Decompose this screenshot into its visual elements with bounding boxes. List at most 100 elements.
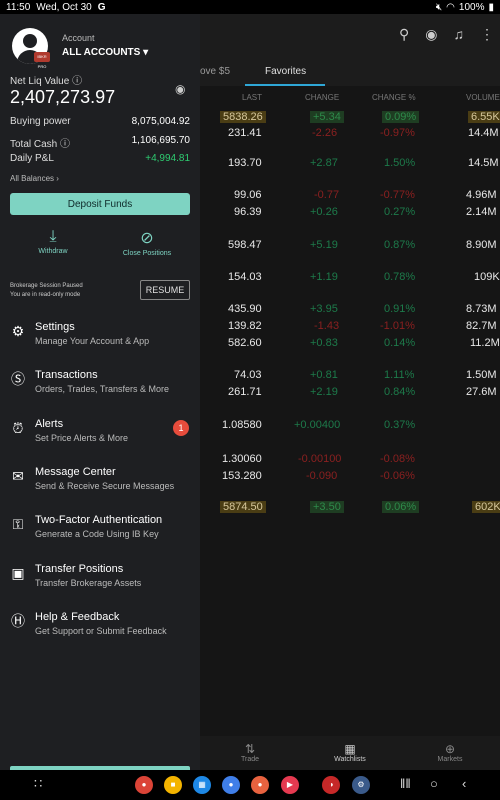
menu-item-title: Message Center xyxy=(35,466,116,478)
deposit-funds-button[interactable]: Deposit Funds xyxy=(10,193,190,215)
nav-watchlists[interactable]: ▦ Watchlists xyxy=(320,742,380,763)
close-positions-label: Close Positions xyxy=(122,250,172,257)
column-headers: LAST CHANGE CHANGE % VOLUME xyxy=(0,90,500,106)
withdraw-label: Withdraw xyxy=(38,248,68,255)
withdraw-icon: ⤓ xyxy=(49,228,57,245)
transfer-icon: ▣ xyxy=(11,565,25,581)
view-icon[interactable]: ◉ xyxy=(425,26,438,42)
menu-item-two-factor[interactable]: ⚿ Two-Factor Authentication Generate a C… xyxy=(0,510,200,550)
menu-item-subtitle: Transfer Brokerage Assets xyxy=(35,578,142,588)
session-line-1: Brokerage Session Paused xyxy=(10,283,83,289)
buying-power-row: Buying power 8,075,004.92 xyxy=(10,116,190,127)
session-line-2: You are in read-only mode xyxy=(10,292,81,298)
home-icon[interactable]: ○ xyxy=(430,776,438,791)
account-selector[interactable]: ALL ACCOUNTS ▾ xyxy=(62,47,149,58)
menu-item-alerts[interactable]: ⏰︎ Alerts Set Price Alerts & More 1 xyxy=(0,414,200,454)
contacts-icon[interactable]: ● xyxy=(251,776,269,794)
eye-icon[interactable]: ◉ xyxy=(175,82,186,96)
table-row[interactable]: 598.47 +5.19 0.87% 8.90M xyxy=(228,239,497,251)
search-icon[interactable]: ⚲ xyxy=(399,26,410,42)
all-balances-link[interactable]: All Balances › xyxy=(10,174,59,183)
menu-item-help-feedback[interactable]: Ⓗ Help & Feedback Get Support or Submit … xyxy=(0,607,200,647)
back-icon[interactable]: ‹ xyxy=(462,776,467,791)
menu-item-subtitle: Set Price Alerts & More xyxy=(35,433,129,443)
status-bar: 11:50 Wed, Oct 30 G 🔇︎ ◠ 100% ▮ xyxy=(0,0,500,14)
drawer-bottom-button[interactable] xyxy=(10,766,190,770)
nav-markets[interactable]: ⊕ Markets xyxy=(420,742,480,763)
account-label: Account xyxy=(62,33,95,43)
table-row[interactable]: 1.08580 +0.00400 0.37% xyxy=(222,419,416,431)
daily-pl-label: Daily P&L xyxy=(10,153,54,164)
menu-item-subtitle: Generate a Code Using IB Key xyxy=(35,529,159,539)
menu-item-subtitle: Send & Receive Secure Messages xyxy=(35,481,175,491)
col-change[interactable]: CHANGE xyxy=(305,93,340,102)
table-row[interactable]: 261.71 +2.19 0.84% 27.6M xyxy=(228,386,497,398)
notification-icon[interactable]: ♫ xyxy=(453,26,465,42)
chrome-icon[interactable]: ● xyxy=(135,776,153,794)
menu-item-title: Two-Factor Authentication xyxy=(35,514,163,526)
close-positions-button[interactable]: ⊘ Close Positions xyxy=(112,228,182,257)
menu-item-subtitle: Get Support or Submit Feedback xyxy=(35,626,167,636)
trade-icon: ⇅ xyxy=(244,742,256,756)
ibkr-app-icon[interactable]: ◑ xyxy=(322,776,340,794)
menu-item-transactions[interactable]: Ⓢ Transactions Orders, Trades, Transfers… xyxy=(0,365,200,405)
table-row[interactable]: 154.03 +1.19 0.78% 109K xyxy=(228,271,500,283)
more-icon[interactable]: ⋮ xyxy=(480,26,494,42)
recents-icon[interactable]: ‖‖ xyxy=(400,776,411,791)
table-row[interactable]: 193.70 +2.87 1.50% 14.5M xyxy=(228,157,499,169)
buying-power-value: 8,075,004.92 xyxy=(131,116,190,127)
col-change-pct[interactable]: CHANGE % xyxy=(372,93,416,102)
daily-pl-value: +4,994.81 xyxy=(145,153,190,164)
nav-trade[interactable]: ⇅ Trade xyxy=(220,742,280,763)
calendar-icon[interactable]: ▦ xyxy=(193,776,211,794)
watchlists-icon: ▦ xyxy=(344,742,356,756)
app-drawer-icon[interactable]: ∷ xyxy=(34,776,43,791)
total-cash-label: Total Cash ⓘ xyxy=(10,139,71,150)
messages-icon[interactable]: ● xyxy=(222,776,240,794)
table-row[interactable]: 74.03 +0.81 1.11% 1.50M xyxy=(234,369,497,381)
total-cash-row: Total Cash ⓘ 1,106,695.70 xyxy=(10,135,190,150)
menu-item-subtitle: Manage Your Account & App xyxy=(35,336,150,346)
table-row[interactable]: 1.30060 -0.00100 -0.08% xyxy=(222,453,415,465)
net-liq-label: Net Liq Value ⓘ xyxy=(10,76,83,87)
table-row[interactable]: 5874.50 +3.50 0.06% 602K xyxy=(0,500,500,516)
col-volume[interactable]: VOLUME xyxy=(466,93,500,102)
navigation-drawer: IBKR PRO Account ALL ACCOUNTS ▾ Net Liq … xyxy=(0,14,200,770)
android-nav-bar: ∷ ● ■ ▦ ● ● ▶ ◑ ⚙ ‖‖ ○ ‹ xyxy=(0,770,500,800)
table-row[interactable]: 96.39 +0.26 0.27% 2.14M xyxy=(234,206,497,218)
col-last[interactable]: LAST xyxy=(242,93,263,102)
files-icon[interactable]: ■ xyxy=(164,776,182,794)
withdraw-button[interactable]: ⤓ Withdraw xyxy=(18,228,88,255)
help-icon: Ⓗ xyxy=(11,613,25,629)
resume-button[interactable]: RESUME xyxy=(140,280,190,300)
settings-app-icon[interactable]: ⚙ xyxy=(352,776,370,794)
google-icon: G xyxy=(97,1,106,13)
video-icon[interactable]: ▶ xyxy=(281,776,299,794)
menu-item-subtitle: Orders, Trades, Transfers & More xyxy=(35,384,170,394)
mute-icon: 🔇︎ xyxy=(435,1,443,13)
markets-icon: ⊕ xyxy=(444,742,456,756)
table-row[interactable]: 231.41 -2.26 -0.97% 14.4M xyxy=(228,127,499,139)
tab-indicator xyxy=(245,84,325,86)
menu-item-message-center[interactable]: ✉ Message Center Send & Receive Secure M… xyxy=(0,462,200,502)
tab-move[interactable]: ove $5 xyxy=(200,66,231,77)
daily-pl-row: Daily P&L +4,994.81 xyxy=(10,153,190,164)
table-row[interactable]: 153.280 -0.090 -0.06% xyxy=(222,470,415,482)
table-row[interactable]: 139.82 -1.43 -1.01% 82.7M xyxy=(228,320,497,332)
buying-power-label: Buying power xyxy=(10,116,71,127)
battery-level: 100% xyxy=(458,1,485,13)
menu-item-title: Alerts xyxy=(35,418,64,430)
menu-item-settings[interactable]: ⚙ Settings Manage Your Account & App xyxy=(0,317,200,357)
menu-item-transfer-positions[interactable]: ▣ Transfer Positions Transfer Brokerage … xyxy=(0,559,200,599)
table-row[interactable]: 435.90 +3.95 0.91% 8.73M xyxy=(228,303,497,315)
table-row[interactable]: 99.06 -0.77 -0.77% 4.96M xyxy=(234,189,497,201)
table-row[interactable]: 5838.26 +5.34 0.09% 6.55K xyxy=(0,110,500,126)
table-row[interactable]: 582.60 +0.83 0.14% 11.2M xyxy=(228,337,500,349)
avatar-head xyxy=(23,34,37,48)
menu-item-title: Help & Feedback xyxy=(35,611,120,623)
menu-item-title: Transactions xyxy=(35,369,98,381)
gear-icon: ⚙ xyxy=(11,323,25,339)
key-icon: ⚿ xyxy=(12,516,24,532)
wifi-icon: ◠ xyxy=(446,1,455,13)
tab-favorites[interactable]: Favorites xyxy=(265,66,307,77)
